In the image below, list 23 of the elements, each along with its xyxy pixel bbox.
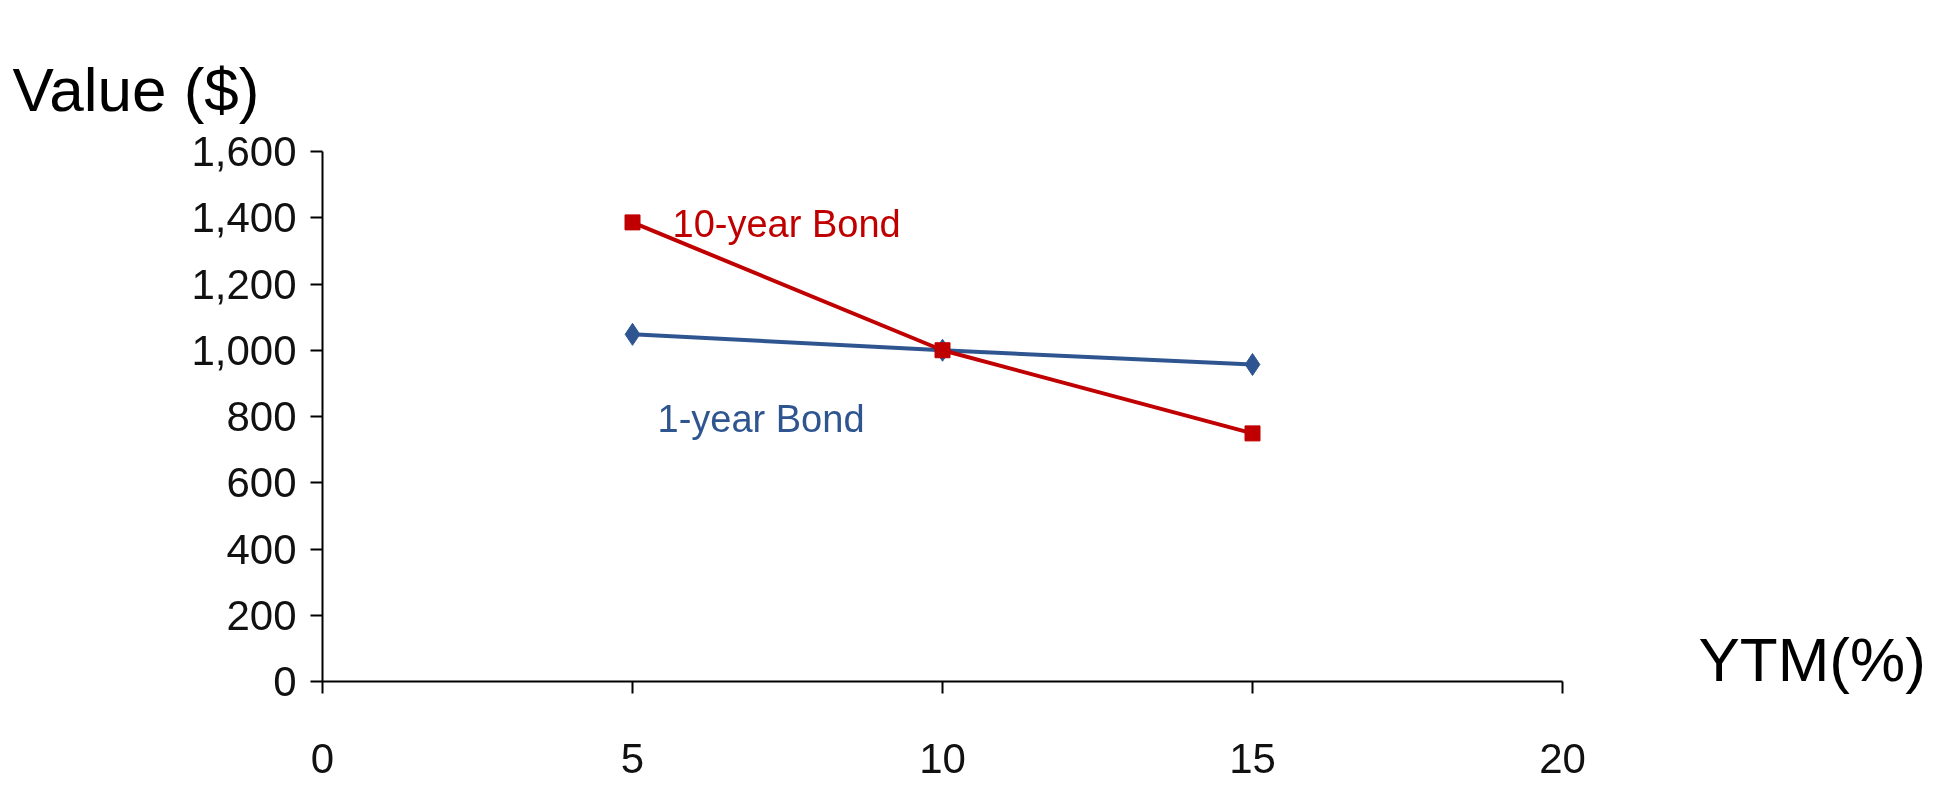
point	[1244, 352, 1261, 376]
point	[1244, 425, 1261, 442]
y-tick-label: 1,600	[191, 128, 297, 175]
series-label: 10-year Bond	[672, 203, 901, 246]
y-axis-title: Value ($)	[12, 55, 260, 124]
x-tick-label: 15	[1229, 734, 1276, 782]
x-tick-label: 20	[1539, 734, 1586, 782]
x-tick-label: 5	[620, 734, 645, 782]
y-tick-label: 1,200	[191, 260, 297, 308]
y-tick-label: 0	[273, 658, 297, 705]
y-tick-label: 200	[226, 591, 297, 639]
x-axis-title: YTM(%)	[1698, 625, 1926, 695]
point	[624, 322, 641, 346]
y-tick-label: 400	[226, 525, 297, 573]
y-tick-label: 1,400	[191, 194, 297, 242]
series-label: 1-year Bond	[657, 398, 865, 441]
y-tick-label: 1,000	[191, 326, 297, 374]
point	[624, 214, 641, 231]
x-tick-label: 0	[310, 734, 335, 782]
y-tick-label: 600	[226, 459, 297, 507]
x-tick-label: 10	[919, 734, 966, 782]
y-tick-label: 800	[226, 393, 297, 440]
point	[934, 342, 951, 359]
